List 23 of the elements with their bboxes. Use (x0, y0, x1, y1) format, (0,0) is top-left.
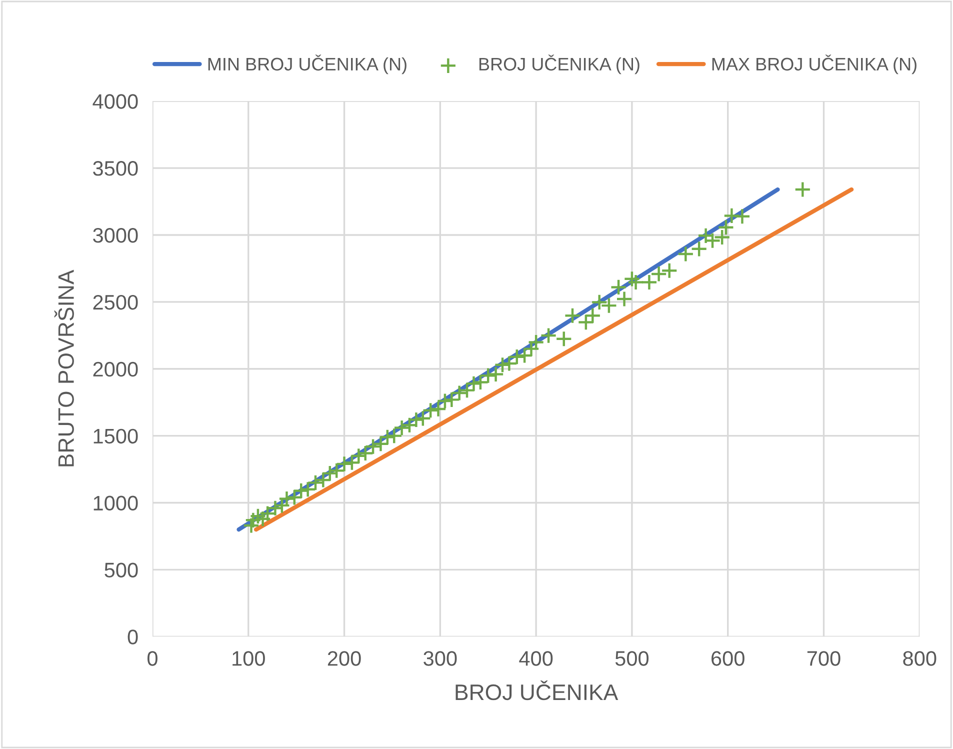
x-tick-label: 100 (232, 651, 265, 666)
x-tick-label: 500 (615, 651, 649, 666)
x-tick-label: 700 (807, 651, 840, 666)
y-tick-label: 4000 (92, 94, 138, 109)
y-tick-label: 3000 (93, 228, 138, 243)
y-tick-label: 3500 (93, 161, 138, 176)
x-tick-label: 0 (148, 651, 158, 666)
y-axis-title: BRUTO POVRŠINA (54, 270, 74, 466)
x-tick-label: 400 (519, 651, 553, 666)
y-tick-label: 2000 (93, 362, 138, 377)
x-axis-title: BROJ UČENIKA (456, 680, 618, 700)
y-tick-label: 500 (104, 562, 138, 578)
x-tick-label: 600 (712, 651, 744, 666)
x-tick-label: 300 (424, 651, 457, 666)
y-tick-label: 1500 (94, 428, 138, 444)
y-tick-label: 2500 (93, 294, 138, 310)
y-tick-label: 1000 (94, 496, 138, 511)
legend-label: MIN BROJ UČENIKA (N) (208, 54, 406, 74)
y-tick-label: 0 (128, 630, 138, 644)
x-tick-label: 800 (903, 651, 936, 666)
legend-label: BROJ UČENIKA (N) (479, 54, 640, 74)
x-tick-label: 200 (328, 651, 361, 666)
legend-label: MAX BROJ UČENIKA (N) (712, 54, 916, 74)
